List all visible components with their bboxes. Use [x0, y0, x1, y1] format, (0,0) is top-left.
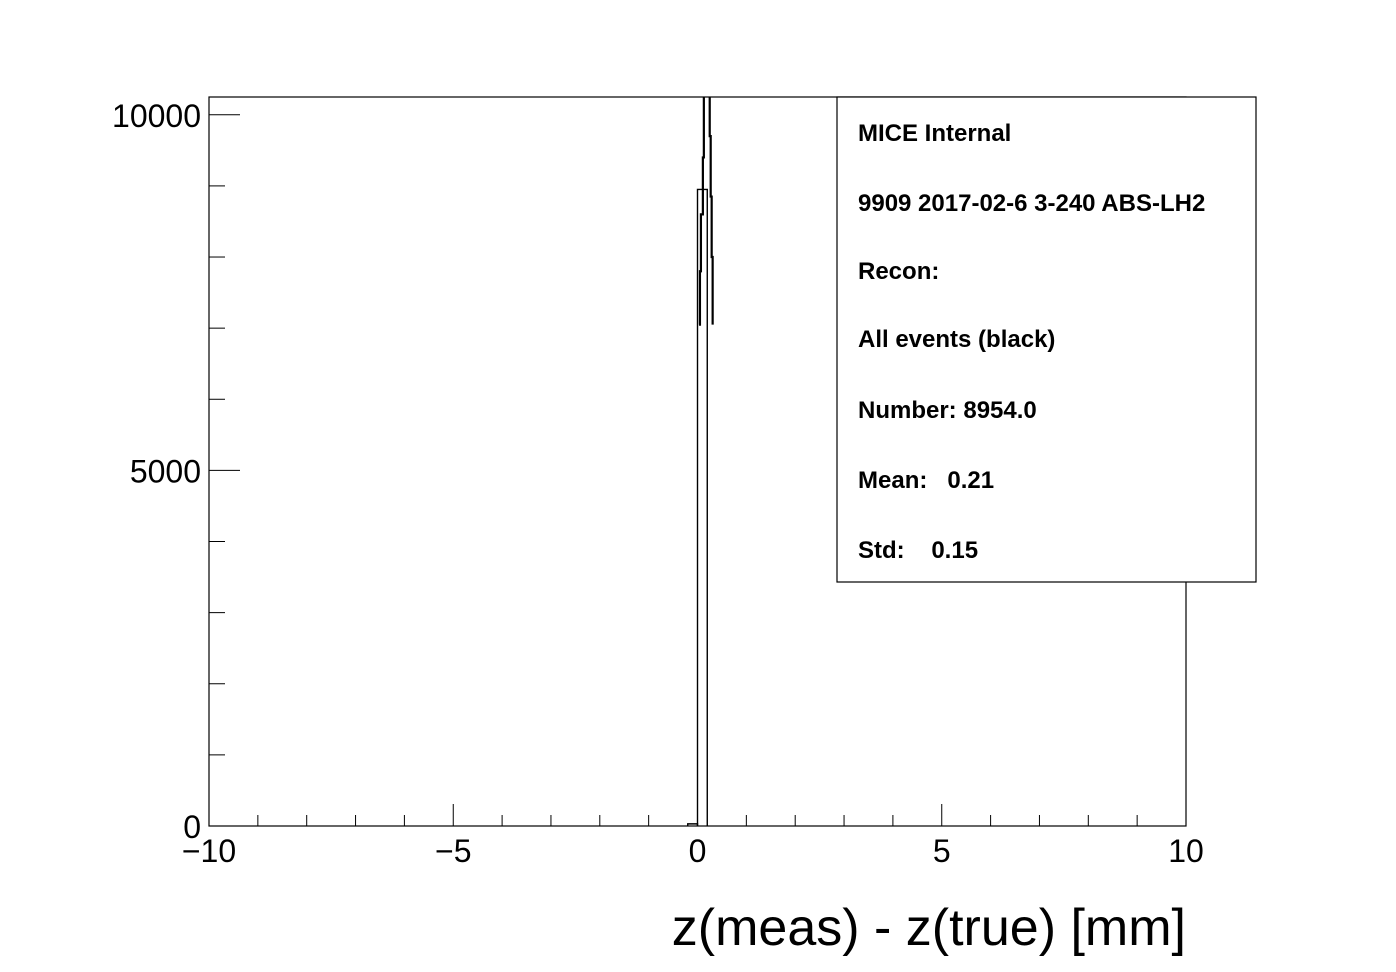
x-axis-title: z(meas) - z(true) [mm]: [672, 899, 1186, 957]
stats-box: MICE Internal 9909 2017-02-6 3-240 ABS-L…: [836, 96, 1257, 583]
stats-box-frame: [836, 96, 1257, 583]
stats-line-selection: All events (black): [858, 326, 1055, 353]
x-tick-label: 5: [933, 833, 951, 869]
x-axis-ticks: −10 −5 0 5 10: [182, 804, 1204, 869]
y-tick-label: 5000: [130, 453, 201, 489]
histogram-layer: [687, 97, 714, 826]
stats-line-number: Number: 8954.0: [858, 397, 1037, 424]
y-axis-ticks: 0 5000 10000: [112, 98, 240, 845]
stats-line-run: 9909 2017-02-6 3-240 ABS-LH2: [858, 190, 1205, 217]
x-tick-label: −5: [435, 833, 471, 869]
histogram-step-line: [698, 97, 705, 326]
stats-line-label: MICE Internal: [858, 120, 1011, 147]
stats-line-mean: Mean: 0.21: [858, 467, 994, 494]
stats-line-recon: Recon:: [858, 258, 939, 285]
histogram-step-line: [708, 97, 714, 325]
y-tick-label: 0: [183, 809, 201, 845]
x-tick-label: 0: [689, 833, 707, 869]
x-tick-label: 10: [1168, 833, 1204, 869]
y-tick-label: 10000: [112, 98, 201, 134]
stats-line-std: Std: 0.15: [858, 537, 978, 564]
x-tick-label: −10: [182, 833, 236, 869]
